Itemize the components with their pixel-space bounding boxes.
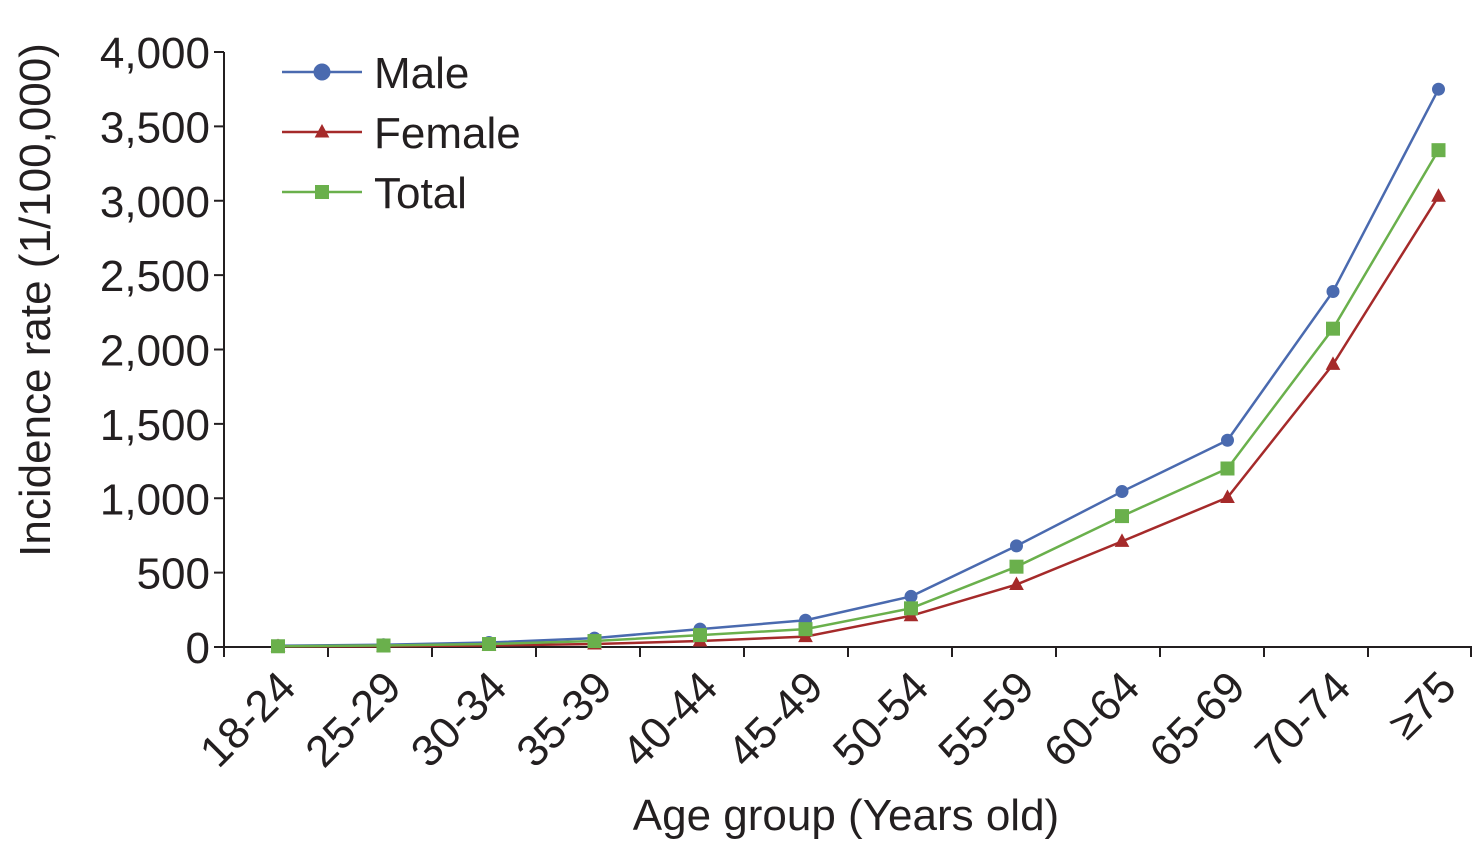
- legend-label-female: Female: [374, 109, 521, 158]
- x-tick-label: 45-49: [718, 662, 832, 776]
- data-point-female: [1009, 576, 1024, 591]
- y-tick-label: 3,500: [100, 103, 210, 152]
- data-point-male: [904, 589, 918, 603]
- legend-item-male: Male: [282, 49, 469, 98]
- x-tick-label: 25-29: [296, 662, 410, 776]
- data-point-total: [1115, 509, 1129, 524]
- y-tick-label: 2,500: [100, 252, 210, 301]
- data-point-female: [1325, 356, 1341, 370]
- data-point-total: [693, 628, 707, 643]
- data-point-female: [1114, 533, 1130, 547]
- x-tick-label: 70-74: [1246, 662, 1360, 776]
- series-layer: [270, 82, 1446, 654]
- data-point-total: [271, 639, 285, 654]
- x-axis-title: Age group (Years old): [633, 791, 1059, 840]
- series-total: [271, 143, 1446, 654]
- series-line-total: [277, 149, 1440, 648]
- x-tick-label: 60-64: [1035, 662, 1149, 776]
- data-point-total: [1326, 321, 1340, 336]
- legend-item-female: Female: [282, 109, 521, 158]
- data-point-male: [1221, 433, 1234, 447]
- legend-label-total: Total: [374, 169, 467, 218]
- y-axis-title: Incidence rate (1/100,000): [11, 43, 60, 557]
- legend-label-male: Male: [374, 49, 469, 98]
- data-point-total: [1220, 461, 1235, 476]
- x-tick-label: 50-54: [824, 662, 938, 776]
- series-line-male: [277, 88, 1440, 648]
- y-tick-label: 4,000: [100, 29, 210, 78]
- data-point-male: [1010, 539, 1023, 553]
- data-point-female: [1431, 188, 1446, 202]
- data-point-total: [376, 638, 391, 653]
- legend-marker-female: [314, 123, 330, 138]
- series-line-female: [277, 195, 1440, 648]
- y-tick-label: 1,000: [100, 475, 210, 524]
- data-point-total: [1431, 143, 1446, 158]
- data-point-total: [482, 637, 496, 652]
- data-point-male: [1115, 485, 1129, 499]
- y-ticks: 0 500 1,000 1,500 2,000 2,500 3,000 3,500 4,000: [100, 29, 224, 673]
- x-tick-label: 65-69: [1140, 662, 1254, 776]
- data-point-total: [798, 622, 813, 637]
- y-tick-label: 3,000: [100, 178, 210, 227]
- x-tick-label: 18-24: [191, 662, 305, 776]
- legend: Male Female Total: [282, 49, 521, 218]
- x-ticks: 18-2425-2930-3435-3940-4445-4950-5455-59…: [191, 647, 1472, 777]
- data-point-total: [904, 601, 918, 616]
- data-point-total: [1009, 559, 1024, 574]
- data-point-female: [1220, 489, 1235, 504]
- data-point-male: [1432, 82, 1445, 96]
- y-tick-label: 2,000: [100, 327, 210, 376]
- legend-marker-male: [313, 63, 331, 81]
- x-tick-label: ≥75: [1379, 662, 1465, 748]
- y-tick-label: 500: [137, 550, 210, 599]
- x-tick-label: 30-34: [402, 662, 516, 776]
- legend-item-total: Total: [282, 169, 467, 218]
- x-tick-label: 35-39: [507, 662, 621, 776]
- x-tick-label: 55-59: [929, 662, 1043, 776]
- x-tick-label: 40-44: [613, 662, 727, 776]
- y-tick-label: 1,500: [100, 401, 210, 450]
- data-point-male: [1326, 284, 1340, 298]
- series-female: [270, 188, 1446, 653]
- y-tick-label: 0: [186, 624, 210, 673]
- data-point-total: [587, 634, 602, 649]
- legend-marker-total: [315, 185, 329, 199]
